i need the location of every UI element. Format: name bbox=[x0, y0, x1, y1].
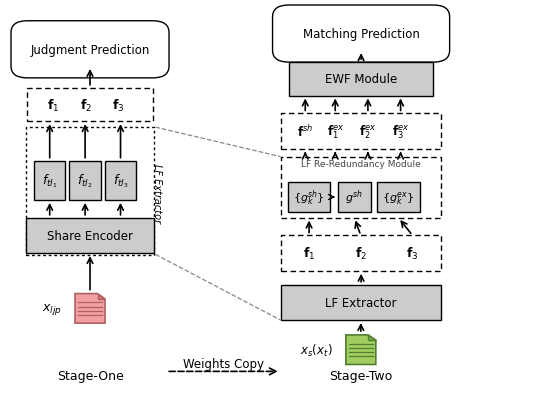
Text: $\mathbf{f}_1^{ex}$: $\mathbf{f}_1^{ex}$ bbox=[326, 123, 344, 140]
Text: Matching Prediction: Matching Prediction bbox=[302, 28, 420, 41]
FancyBboxPatch shape bbox=[338, 183, 371, 212]
Text: $\mathbf{f}_3$: $\mathbf{f}_3$ bbox=[406, 245, 419, 261]
FancyBboxPatch shape bbox=[26, 218, 155, 253]
Text: $\mathbf{f}^{sh}$: $\mathbf{f}^{sh}$ bbox=[297, 124, 314, 140]
Text: Share Encoder: Share Encoder bbox=[47, 229, 133, 242]
FancyBboxPatch shape bbox=[281, 285, 441, 320]
Text: $\mathbf{f}_1$: $\mathbf{f}_1$ bbox=[47, 97, 59, 113]
FancyBboxPatch shape bbox=[70, 161, 101, 200]
FancyBboxPatch shape bbox=[272, 6, 450, 63]
FancyBboxPatch shape bbox=[289, 63, 433, 96]
Text: $g^{sh}$: $g^{sh}$ bbox=[345, 188, 363, 207]
FancyBboxPatch shape bbox=[288, 183, 330, 212]
Text: $f_{tl_1}$: $f_{tl_1}$ bbox=[42, 172, 57, 190]
Polygon shape bbox=[97, 294, 105, 299]
Text: LF Extractor: LF Extractor bbox=[325, 296, 397, 309]
Polygon shape bbox=[75, 294, 105, 323]
FancyBboxPatch shape bbox=[11, 22, 169, 79]
Text: $\mathbf{f}_2$: $\mathbf{f}_2$ bbox=[80, 97, 92, 113]
Text: $f_{tl_3}$: $f_{tl_3}$ bbox=[113, 172, 128, 190]
Text: Stage-One: Stage-One bbox=[57, 369, 123, 382]
Text: $\mathbf{f}_1$: $\mathbf{f}_1$ bbox=[303, 245, 315, 261]
Text: $\mathbf{f}_2$: $\mathbf{f}_2$ bbox=[355, 245, 367, 261]
Text: LF Re-Redundancy Module: LF Re-Redundancy Module bbox=[301, 160, 421, 168]
Polygon shape bbox=[346, 335, 376, 365]
Text: $\mathbf{f}_3^{ex}$: $\mathbf{f}_3^{ex}$ bbox=[392, 123, 409, 140]
FancyBboxPatch shape bbox=[105, 161, 136, 200]
Text: $\mathbf{f}_2^{ex}$: $\mathbf{f}_2^{ex}$ bbox=[359, 123, 376, 140]
Text: $x_{ljp}$: $x_{ljp}$ bbox=[42, 301, 62, 316]
Polygon shape bbox=[368, 335, 376, 340]
Text: $\{g_k^{sh}\}$: $\{g_k^{sh}\}$ bbox=[293, 188, 325, 207]
Text: $x_s(x_t)$: $x_s(x_t)$ bbox=[300, 342, 332, 358]
Text: Judgment Prediction: Judgment Prediction bbox=[31, 44, 150, 57]
Text: Weights Copy: Weights Copy bbox=[183, 357, 264, 370]
Text: Stage-Two: Stage-Two bbox=[329, 369, 393, 382]
Text: $f_{tl_2}$: $f_{tl_2}$ bbox=[77, 172, 93, 190]
FancyBboxPatch shape bbox=[34, 161, 66, 200]
FancyBboxPatch shape bbox=[377, 183, 420, 212]
Text: EWF Module: EWF Module bbox=[325, 73, 397, 86]
Text: $\mathbf{f}_3$: $\mathbf{f}_3$ bbox=[112, 97, 125, 113]
Text: $\{g_k^{ex}\}$: $\{g_k^{ex}\}$ bbox=[383, 189, 414, 206]
Text: LF Extractor: LF Extractor bbox=[152, 163, 162, 222]
